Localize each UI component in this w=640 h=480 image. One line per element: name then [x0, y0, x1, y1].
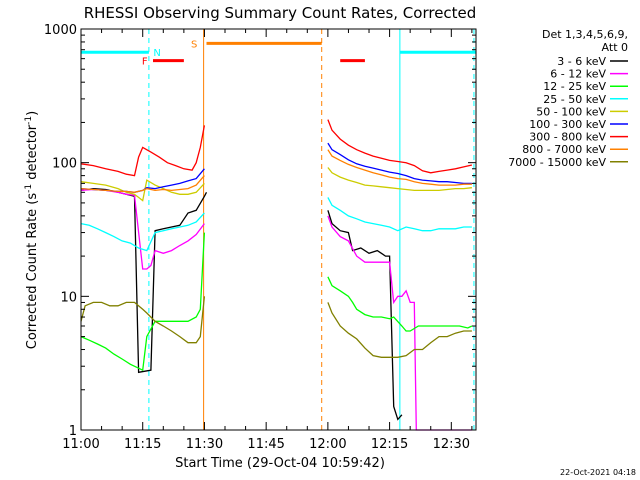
legend-entry-7: 800 - 7000 keV	[522, 143, 606, 156]
legend-entry-2: 12 - 25 keV	[543, 80, 606, 93]
series-line-6-seg1	[80, 125, 206, 177]
status-label-3: S	[191, 39, 197, 50]
series-layer	[80, 119, 473, 431]
x-axis-label: Start Time (29-Oct-04 10:59:42)	[175, 456, 385, 471]
series-line-8-seg1	[80, 296, 206, 344]
y-axis-label-sup1: -1	[24, 184, 34, 193]
legend-entry-1: 6 - 12 keV	[550, 68, 606, 81]
series-line-2-seg1	[80, 232, 206, 372]
legend-entry-3: 25 - 50 keV	[543, 93, 606, 106]
x-tick-label-6: 12:30	[433, 437, 470, 452]
axes-layer: 11:00 11:15 11:30 11:45 12:00 12:15 12:30 1 10 10…	[44, 23, 477, 452]
legend-entry-8: 7000 - 15000 keV	[508, 156, 606, 169]
x-tick-label-5: 12:15	[371, 437, 408, 452]
series-line-5-seg2	[327, 142, 472, 185]
x-tick-label-4: 12:00	[309, 437, 346, 452]
legend-entry-6: 300 - 800 keV	[529, 131, 606, 144]
y-tick-label-0: 1	[69, 424, 77, 439]
series-line-7-seg1	[80, 175, 205, 193]
plot-lines	[148, 29, 475, 430]
series-line-4-seg2	[327, 167, 472, 192]
series-line-6-seg2	[327, 119, 473, 174]
x-tick-label-3: 11:45	[247, 437, 284, 452]
legend-entry-5: 100 - 300 keV	[529, 118, 606, 131]
y-axis-label-main: Corrected Count Rate (s	[25, 193, 40, 350]
y-tick-label-1: 10	[60, 290, 77, 305]
y-axis-label-mid: detector	[25, 124, 40, 184]
y-axis-label-sup2: -1	[24, 116, 34, 125]
series-line-4-seg1	[80, 179, 205, 202]
x-tick-label-2: 11:30	[186, 437, 223, 452]
footer-timestamp: 22-Oct-2021 04:18	[560, 468, 636, 477]
y-axis-label-end: )	[25, 111, 40, 116]
status-layer: NF S	[81, 39, 476, 68]
series-line-8-seg2	[327, 302, 472, 358]
chart-title: RHESSI Observing Summary Count Rates, Co…	[84, 4, 477, 22]
series-line-1-seg2	[327, 215, 472, 431]
series-line-3-seg1	[80, 212, 205, 252]
series-line-7-seg2	[327, 149, 472, 186]
series-line-2-seg2	[327, 276, 473, 332]
plot-frame	[80, 28, 477, 431]
y-tick-label-3: 1000	[44, 23, 77, 38]
legend-entry-4: 50 - 100 keV	[536, 105, 606, 118]
status-label-2: F	[142, 57, 148, 68]
x-tick-label-1: 11:15	[124, 437, 161, 452]
y-tick-label-2: 100	[52, 157, 77, 172]
x-tick-label-0: 11:00	[62, 437, 99, 452]
status-label-1: N	[153, 48, 160, 59]
series-line-3-seg2	[327, 197, 472, 232]
series-line-0-seg2	[327, 210, 403, 421]
y-axis-label: Corrected Count Rate (s-1 detector-1)	[24, 111, 40, 349]
legend-header-1: Att 0	[602, 41, 628, 54]
legend-entry-0: 3 - 6 keV	[557, 55, 606, 68]
legend-header-0: Det 1,3,4,5,6,9,	[542, 28, 628, 41]
